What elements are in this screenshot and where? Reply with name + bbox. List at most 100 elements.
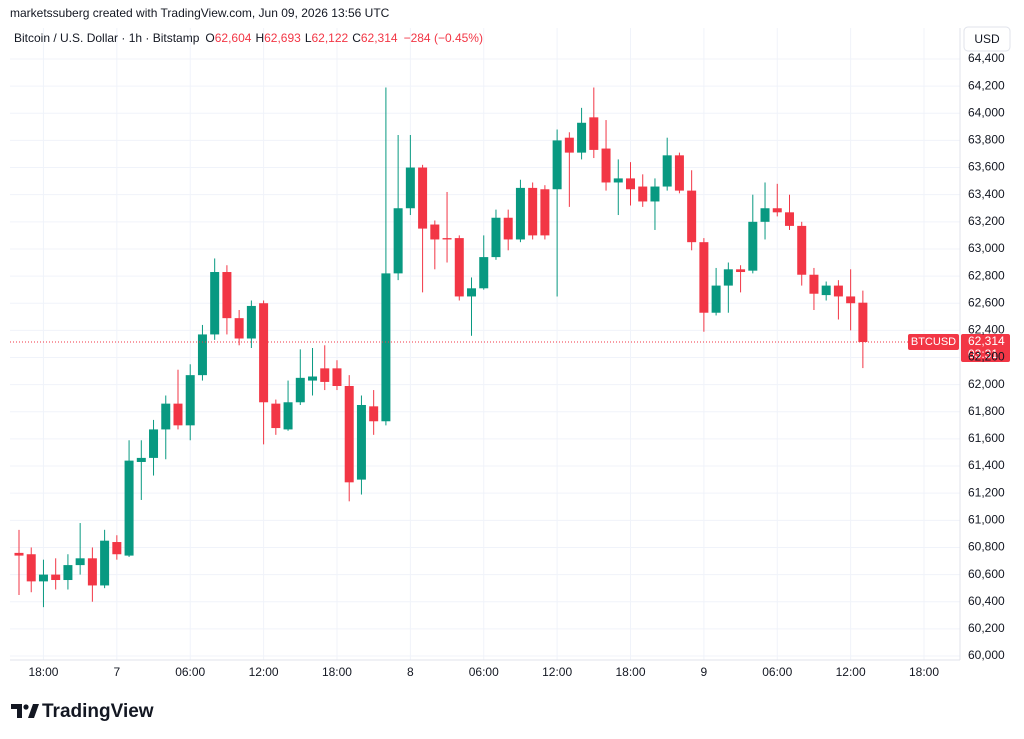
currency-box[interactable] (963, 26, 1011, 52)
y-tick-label: 60,000 (968, 648, 1005, 662)
l-key: L (305, 31, 312, 45)
logo-dot (23, 704, 29, 710)
candle-body (760, 208, 770, 222)
candle-body (833, 285, 843, 297)
y-tick-label: 61,800 (968, 404, 1005, 418)
candle-body (797, 225, 807, 275)
candle-body (63, 565, 73, 581)
price-tag (961, 334, 1010, 363)
candle-body (234, 318, 244, 339)
c-key: C (352, 31, 361, 45)
y-tick-label: 60,600 (968, 567, 1005, 581)
candle-body (589, 117, 599, 150)
candle-body (540, 189, 550, 236)
y-tick-label: 64,200 (968, 78, 1005, 92)
x-tick-label: 06:00 (762, 665, 792, 679)
candle-body (467, 288, 477, 297)
candle-body (736, 269, 746, 273)
candle-body (136, 457, 146, 462)
brand: TradingView (42, 701, 154, 722)
x-tick-label: 18:00 (909, 665, 939, 679)
candle-body (344, 385, 354, 483)
candle-body (564, 137, 574, 153)
candle-body (197, 334, 207, 376)
x-tick-label: 12:00 (249, 665, 279, 679)
y-tick-label: 62,200 (968, 350, 1005, 364)
candle-body (711, 285, 721, 313)
candle-body (479, 257, 489, 289)
symbol: Bitcoin / U.S. Dollar · 1h · Bitstamp (14, 31, 200, 45)
candle-body (112, 542, 122, 555)
y-tick-label: 60,400 (968, 594, 1005, 608)
logo (11, 704, 39, 718)
grid (10, 28, 960, 660)
candle-body (283, 402, 293, 430)
candle-body (14, 552, 24, 556)
y-tick-label: 61,200 (968, 485, 1005, 499)
candle-body (418, 167, 428, 229)
candle-body (503, 217, 513, 240)
candle-body (552, 140, 562, 190)
price-tag-label: 62,314 (968, 334, 1005, 348)
x-tick-label: 18:00 (615, 665, 645, 679)
candle-body (674, 155, 684, 191)
y-tick-label: 63,200 (968, 214, 1005, 228)
y-tick-label: 63,600 (968, 160, 1005, 174)
symbol-tag (908, 334, 959, 351)
candle-body (821, 285, 831, 296)
legend: Bitcoin / U.S. Dollar · 1h · Bitstamp O62… (14, 31, 483, 45)
y-tick-label: 62,400 (968, 323, 1005, 337)
candle-body (491, 217, 501, 258)
y-tick-label: 63,800 (968, 133, 1005, 147)
candle-body (295, 377, 305, 403)
candle-body (772, 208, 782, 213)
y-tick-label: 62,600 (968, 295, 1005, 309)
y-tick-label: 61,600 (968, 431, 1005, 445)
candle-body (332, 368, 342, 386)
candle-body (699, 242, 709, 313)
x-tick-label: 8 (407, 665, 414, 679)
c-value: 62,314 (361, 31, 398, 45)
y-tick-label: 60,800 (968, 540, 1005, 554)
candle-body (577, 122, 587, 153)
candle-body (161, 403, 171, 430)
candle-body (393, 208, 403, 274)
y-tick-label: 61,400 (968, 458, 1005, 472)
candle-body (454, 238, 464, 297)
candle-body (100, 540, 110, 586)
y-tick-label: 60,200 (968, 621, 1005, 635)
candle-body (173, 403, 183, 426)
candle-body (613, 178, 623, 183)
candle-body (784, 212, 794, 226)
candle-body (356, 404, 366, 480)
x-tick-label: 18:00 (322, 665, 352, 679)
candle-body (626, 178, 635, 190)
candle-body (246, 305, 256, 339)
change: −284 (−0.45%) (404, 31, 483, 45)
credit: marketssuberg created with TradingView.c… (10, 6, 390, 20)
candle-body (51, 574, 61, 581)
candle-body (846, 296, 856, 304)
candle-body (149, 429, 159, 458)
candle-body (308, 376, 318, 381)
x-tick-label: 7 (113, 665, 120, 679)
candle-body (723, 269, 733, 286)
candle-body (26, 554, 36, 582)
currency[interactable]: USD (974, 32, 1000, 46)
x-tick-label: 06:00 (175, 665, 205, 679)
x-tick-label: 06:00 (469, 665, 499, 679)
candle-body (809, 274, 819, 294)
x-tick-label: 9 (701, 665, 708, 679)
candle-body (430, 224, 440, 240)
y-tick-label: 62,000 (968, 377, 1005, 391)
x-tick-label: 12:00 (836, 665, 866, 679)
candle-body (405, 167, 415, 209)
candle-body (87, 558, 97, 586)
candle-body (259, 303, 269, 403)
candle-body (320, 368, 330, 382)
candle-body (638, 186, 648, 202)
y-tick-label: 63,400 (968, 187, 1005, 201)
o-value: 62,604 (215, 31, 252, 45)
